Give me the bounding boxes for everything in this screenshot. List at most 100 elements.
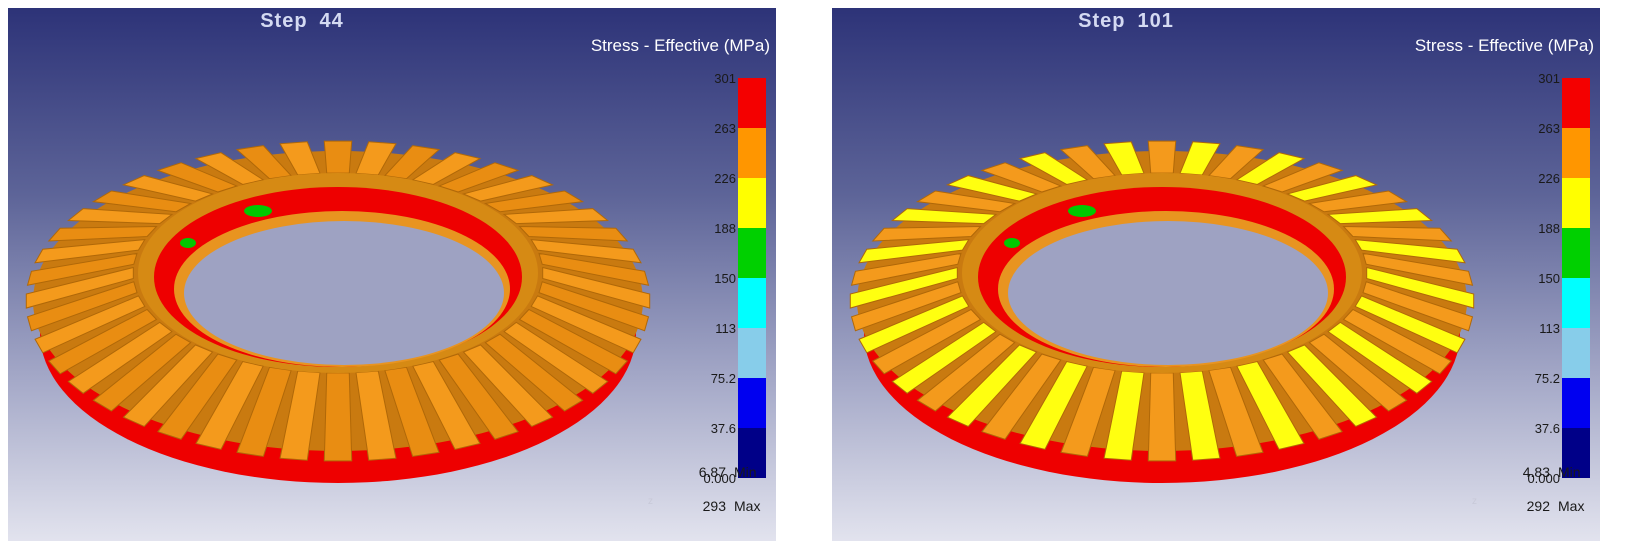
gear-tooth (850, 252, 962, 286)
max-label: Max (1558, 498, 1585, 514)
gear-tooth (25, 266, 134, 309)
gear-tooth (916, 333, 1016, 412)
gear-tooth (946, 344, 1038, 428)
legend-swatch (1562, 378, 1590, 428)
max-label: Max (734, 498, 761, 514)
gear-tooth (503, 321, 609, 394)
gear-tooth (156, 162, 239, 193)
gear-tooth (945, 175, 1039, 202)
gear-tooth (1236, 360, 1305, 450)
gear-tooth (502, 208, 610, 225)
gear-tooth (1327, 321, 1433, 394)
legend-title: Stress - Effective (MPa) (590, 36, 770, 55)
gear-tooth (323, 372, 353, 462)
gear-tooth (484, 333, 584, 412)
legend-tick: 113 (1539, 321, 1560, 336)
legend-tick: 0.000 (703, 471, 736, 486)
gear-bore (1008, 221, 1328, 365)
gear-tooth (1362, 281, 1474, 332)
gear-tooth (92, 333, 192, 412)
legend-swatch (738, 178, 766, 228)
stress-hotspot (180, 238, 196, 248)
gear-tooth (483, 190, 585, 213)
legend-tick: 150 (1538, 271, 1560, 286)
max-readout: 292 Max (1520, 498, 1585, 514)
legend-color-bar (1562, 78, 1590, 478)
gear-tooth (871, 308, 982, 375)
step-title: Step 44 (8, 10, 776, 33)
gear-tooth (91, 190, 193, 213)
step-number: 101 (1137, 10, 1174, 32)
min-readout: 4.83 Min (1520, 464, 1581, 480)
gear-tooth (67, 321, 173, 394)
gear-bore (184, 221, 504, 365)
legend-tick: 188 (1538, 221, 1560, 236)
gear-tooth (1262, 353, 1343, 440)
legend-swatch (1562, 228, 1590, 278)
min-value: 4.83 (1522, 464, 1550, 480)
legend-tick: 301 (1538, 71, 1560, 86)
gear-tooth (891, 321, 997, 394)
legend-swatch (738, 278, 766, 328)
legend-tick: 75.2 (1534, 371, 1560, 386)
gear-tooth (1207, 145, 1265, 180)
viewport-step-44[interactable]: Step 44 Stress - Effective (MPa) 301 263 … (8, 8, 776, 541)
legend-swatch (1562, 428, 1590, 478)
gear-tooth (538, 281, 650, 332)
gear-tooth (890, 208, 998, 225)
legend-swatch (1562, 278, 1590, 328)
gear-tooth (66, 208, 174, 225)
legend-swatch (738, 228, 766, 278)
gear-tooth (1342, 226, 1453, 242)
gear-tooth (236, 366, 292, 457)
legend-tick: 226 (1538, 171, 1560, 186)
gear-tooth (850, 281, 962, 332)
gear-model-render[interactable] (832, 8, 1522, 541)
legend-swatch (738, 78, 766, 128)
gear-tooth (1235, 152, 1306, 185)
gear-tooth (121, 175, 215, 202)
color-legend: 301 263 226 188 150 113 75.2 37.6 0.000 (703, 71, 772, 496)
legend-tick: 263 (1538, 121, 1560, 136)
gear-tooth (1286, 344, 1378, 428)
legend-tick: 188 (714, 221, 736, 236)
gear-tooth (1059, 145, 1117, 180)
viewport-step-101[interactable]: Step 101 Stress - Effective (MPa) 301 263… (832, 8, 1600, 541)
gear-tooth (462, 344, 554, 428)
gear-tooth (34, 239, 146, 264)
gear-tooth (411, 152, 482, 185)
gear-tooth (1308, 333, 1408, 412)
gear-tooth (1342, 308, 1453, 375)
gear-tooth (194, 152, 265, 185)
gear-tooth (1147, 140, 1177, 174)
gear-tooth (542, 266, 651, 309)
legend-swatch (738, 378, 766, 428)
legend-tick: 263 (714, 121, 736, 136)
legend-color-bar (738, 78, 766, 478)
gear-tooth (323, 140, 353, 174)
max-value: 293 (702, 498, 726, 514)
gear-tooth (122, 344, 214, 428)
axis-triad-label: z (1472, 496, 1477, 507)
min-value: 6.87 (698, 464, 726, 480)
gear-model-render[interactable] (8, 8, 698, 541)
legend-swatch (1562, 328, 1590, 378)
legend-tick: 226 (714, 171, 736, 186)
gear-tooth (438, 353, 519, 440)
legend-tick: 301 (714, 71, 736, 86)
gear-tooth (1261, 162, 1344, 193)
gear-tooth (461, 175, 555, 202)
gear-tooth (538, 252, 650, 286)
stress-hotspot (1004, 238, 1020, 248)
gear-tooth (26, 281, 138, 332)
gear-tooth (915, 190, 1017, 213)
gear-tooth (1307, 190, 1409, 213)
gear-tooth (195, 360, 264, 450)
gear-tooth (1362, 252, 1474, 286)
max-readout: 293 Max (696, 498, 761, 514)
min-label: Min (1558, 464, 1581, 480)
step-title: Step 101 (832, 10, 1600, 33)
gear-tooth (849, 266, 958, 309)
gear-tooth (858, 295, 970, 354)
step-label: Step (1078, 10, 1126, 32)
